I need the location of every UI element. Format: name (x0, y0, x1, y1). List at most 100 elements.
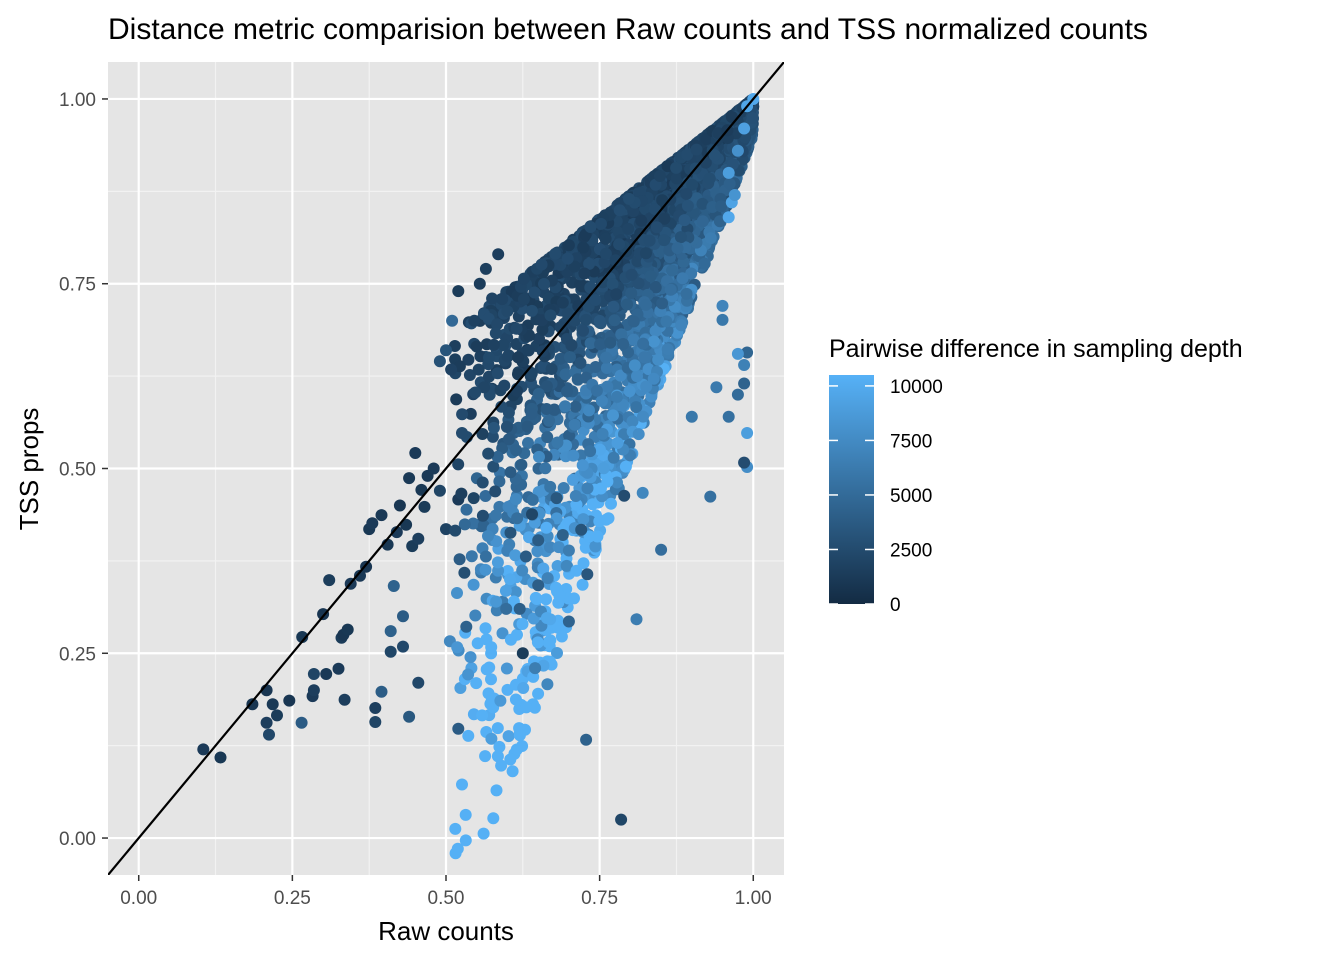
data-point (570, 498, 583, 511)
data-point (458, 518, 471, 531)
data-point (686, 178, 699, 191)
data-point (723, 177, 736, 190)
data-point (605, 497, 617, 510)
data-point (544, 309, 557, 322)
data-point (647, 335, 660, 348)
legend-colorbar (829, 375, 874, 604)
data-point (596, 427, 609, 440)
data-point (621, 298, 634, 311)
data-point (463, 369, 476, 381)
data-point (559, 400, 572, 413)
data-point (537, 562, 550, 575)
data-point (323, 574, 336, 587)
data-point (491, 318, 504, 331)
data-point (607, 409, 619, 422)
x-axis-title: Raw counts (378, 916, 514, 946)
data-point (486, 292, 499, 305)
data-point (453, 553, 466, 566)
data-point (681, 148, 694, 161)
data-point (454, 682, 467, 694)
data-point (580, 313, 592, 326)
data-point (487, 460, 500, 473)
data-point (649, 281, 662, 294)
data-point (490, 784, 503, 797)
legend-break-label: 2500 (890, 540, 932, 561)
data-point (675, 319, 688, 332)
data-point (615, 328, 628, 341)
data-point (680, 187, 693, 200)
data-point (491, 556, 504, 569)
data-point (516, 618, 529, 630)
data-point (569, 490, 582, 502)
data-point (483, 351, 495, 364)
data-point (619, 460, 632, 473)
legend-breaks: 0 2500 5000 7500 10000 (829, 377, 943, 616)
data-point (568, 418, 581, 431)
data-point (479, 490, 492, 502)
data-point (650, 221, 663, 234)
data-point (495, 400, 508, 413)
data-point (741, 346, 754, 359)
data-point (480, 663, 493, 676)
data-point (460, 620, 473, 633)
data-point (509, 693, 522, 706)
data-point (464, 407, 477, 420)
data-point (623, 385, 636, 398)
data-point (567, 449, 580, 462)
data-point (632, 277, 645, 290)
data-point (525, 304, 538, 317)
data-point (731, 144, 744, 157)
data-point (636, 486, 649, 499)
data-point (731, 388, 744, 401)
data-point (581, 568, 594, 581)
legend-title: Pairwise difference in sampling depth (829, 335, 1243, 363)
data-point (479, 563, 492, 576)
data-point (456, 778, 468, 791)
data-point (690, 143, 703, 156)
data-point (418, 500, 431, 513)
data-point (609, 254, 622, 267)
data-point (526, 493, 539, 506)
y-tick-label: 0.25 (59, 644, 96, 665)
y-axis-title: TSS props (14, 408, 44, 531)
data-point (572, 300, 585, 313)
data-point (531, 545, 544, 558)
data-point (440, 344, 452, 357)
data-point (452, 722, 465, 735)
data-point (556, 529, 569, 541)
data-point (606, 278, 619, 290)
data-point (652, 353, 665, 366)
data-point (532, 534, 545, 547)
y-tick-label: 0.00 (59, 829, 96, 850)
data-point (449, 524, 462, 537)
data-point (496, 293, 509, 306)
data-point (738, 377, 751, 390)
data-point (637, 337, 650, 350)
data-point (266, 698, 279, 711)
data-point (528, 701, 541, 714)
data-point (384, 645, 397, 658)
data-point (471, 637, 484, 650)
data-point (566, 473, 579, 486)
data-point (630, 401, 643, 414)
data-point (542, 636, 555, 649)
data-point (640, 298, 652, 311)
x-tick-label: 0.75 (581, 888, 618, 909)
data-point (493, 475, 506, 488)
data-point (478, 381, 491, 394)
data-point (708, 149, 721, 162)
y-axis-ticks: 0.00 0.25 0.50 0.75 1.00 (59, 90, 108, 850)
data-point (501, 350, 514, 363)
x-tick-label: 1.00 (735, 888, 772, 909)
data-point (738, 359, 751, 371)
data-point (491, 367, 504, 380)
data-point (597, 462, 610, 475)
data-point (545, 363, 558, 375)
data-point (655, 543, 668, 556)
data-point (462, 729, 475, 742)
data-point (544, 480, 557, 493)
data-point (564, 351, 576, 364)
data-point (568, 260, 581, 273)
data-point (512, 351, 525, 364)
data-point (451, 587, 463, 599)
